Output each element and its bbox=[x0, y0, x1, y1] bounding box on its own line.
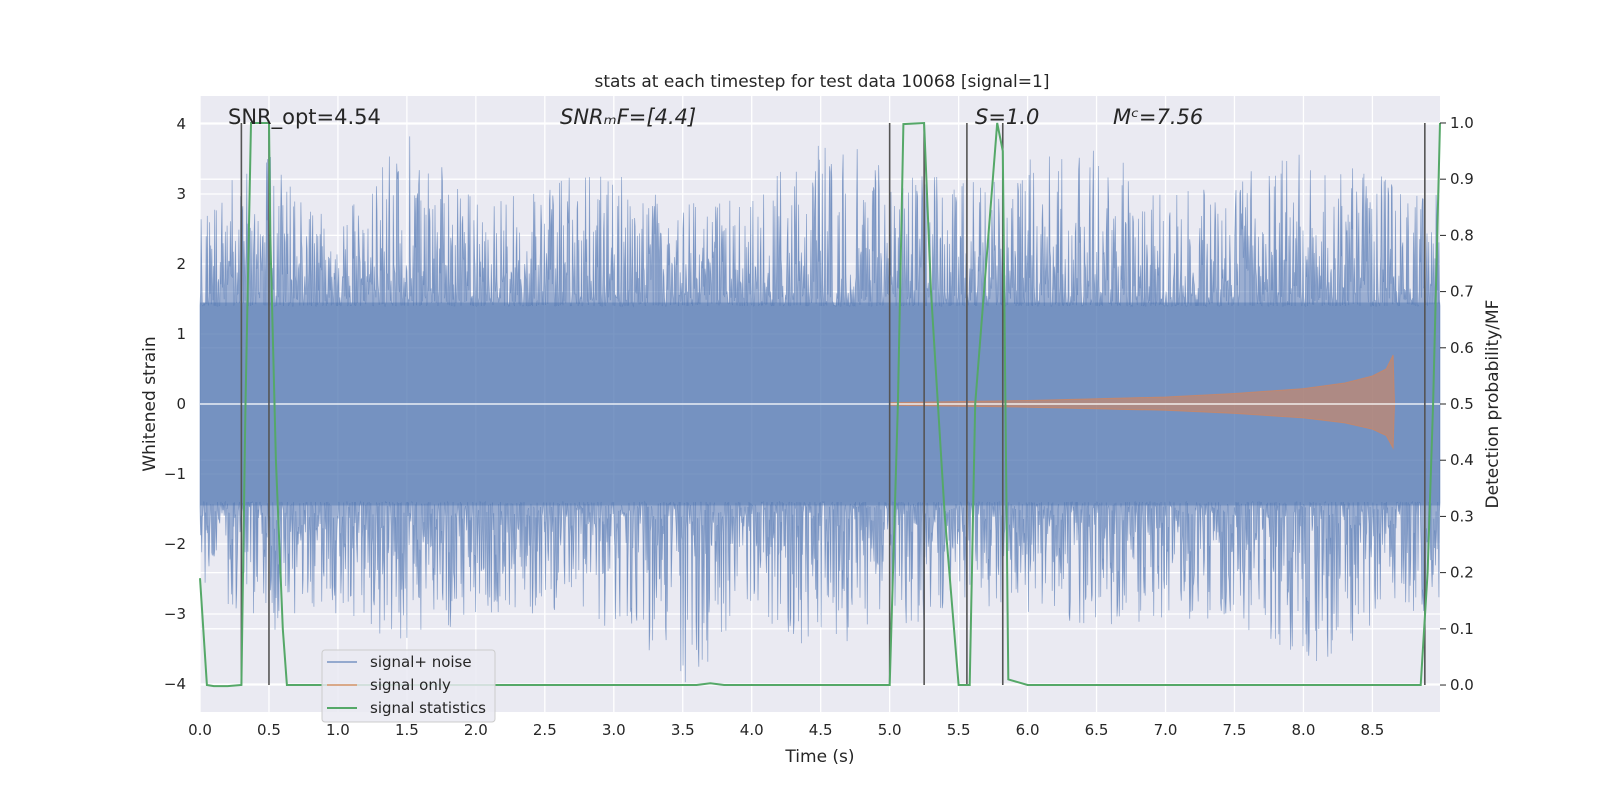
x-tick-label: 8.5 bbox=[1360, 721, 1384, 739]
y2-tick-label: 0.7 bbox=[1450, 283, 1474, 301]
x-tick-label: 7.0 bbox=[1154, 721, 1178, 739]
chart-title: stats at each timestep for test data 100… bbox=[595, 72, 1050, 92]
signal-statistics-line bbox=[199, 121, 1441, 688]
x-tick-label: 4.0 bbox=[740, 721, 764, 739]
x-tick-label: 6.5 bbox=[1085, 721, 1109, 739]
x-tick-label: 6.0 bbox=[1016, 721, 1040, 739]
x-tick-label: 7.5 bbox=[1223, 721, 1247, 739]
x-tick-label: 5.5 bbox=[947, 721, 971, 739]
x-axis-label: Time (s) bbox=[784, 747, 854, 767]
x-tick-label: 3.5 bbox=[671, 721, 695, 739]
y-tick-label: 1 bbox=[176, 325, 186, 343]
x-tick-label: 2.5 bbox=[533, 721, 557, 739]
y-tick-label: 2 bbox=[176, 255, 186, 273]
legend-label-signal-statistics: signal statistics bbox=[370, 699, 486, 717]
annotation-mc: Mᶜ=7.56 bbox=[1113, 105, 1203, 129]
annotation-snr-opt: SNR_opt=4.54 bbox=[228, 105, 381, 130]
legend-label-signal-noise: signal+ noise bbox=[370, 653, 472, 671]
y2-tick-label: 0.8 bbox=[1450, 226, 1474, 244]
y2-tick-label: 0.2 bbox=[1450, 564, 1474, 582]
y-tick-label: 4 bbox=[176, 115, 186, 133]
x-tick-label: 3.0 bbox=[602, 721, 626, 739]
y-tick-label: −2 bbox=[164, 535, 186, 553]
x-axis-ticks: 0.0 0.5 1.0 1.5 2.0 2.5 3.0 3.5 4.0 4.5 5.0 5.5 6.0 6… bbox=[188, 721, 1384, 739]
y-tick-label: −4 bbox=[164, 675, 186, 693]
y-tick-label: 3 bbox=[176, 185, 186, 203]
signal-plus-noise-band bbox=[199, 136, 1441, 683]
y2-tick-label: 0.3 bbox=[1450, 507, 1474, 525]
legend-label-signal-only: signal only bbox=[370, 676, 451, 694]
x-tick-label: 0.5 bbox=[257, 721, 281, 739]
y-axis-label: Whitened strain bbox=[140, 336, 160, 471]
signal-only-chirp bbox=[889, 354, 1396, 450]
legend: signal+ noise signal only signal statist… bbox=[321, 649, 496, 723]
x-tick-label: 5.0 bbox=[878, 721, 902, 739]
y-tick-label: −1 bbox=[164, 465, 186, 483]
x-tick-label: 2.0 bbox=[464, 721, 488, 739]
y-tick-label: −3 bbox=[164, 605, 186, 623]
x-tick-label: 0.0 bbox=[188, 721, 212, 739]
signal-only-series bbox=[200, 354, 1440, 450]
legend-box bbox=[321, 649, 496, 723]
y2-tick-label: 0.9 bbox=[1450, 170, 1474, 188]
y-axis-ticks: 4 3 2 1 0 −1 −2 −3 −4 bbox=[164, 115, 186, 693]
y2-tick-label: 1.0 bbox=[1450, 114, 1474, 132]
y2-axis-ticks: 1.0 0.9 0.8 0.7 0.6 0.5 0.4 0.3 0.2 0.1 0.0 bbox=[1440, 114, 1474, 694]
y2-tick-label: 0.4 bbox=[1450, 451, 1474, 469]
y2-tick-label: 0.1 bbox=[1450, 620, 1474, 638]
annotation-s: S=1.0 bbox=[975, 105, 1039, 129]
annotation-snr-mf: SNRₘF=[4.4] bbox=[560, 105, 696, 129]
y2-axis-label: Detection probability/MF bbox=[1483, 300, 1503, 509]
y-tick-label: 0 bbox=[176, 395, 186, 413]
y2-tick-label: 0.0 bbox=[1450, 676, 1474, 694]
x-tick-label: 1.5 bbox=[395, 721, 419, 739]
x-tick-label: 1.0 bbox=[326, 721, 350, 739]
y2-tick-label: 0.6 bbox=[1450, 339, 1474, 357]
x-tick-label: 4.5 bbox=[809, 721, 833, 739]
x-tick-label: 8.0 bbox=[1292, 721, 1316, 739]
signal-statistics-series bbox=[199, 121, 1441, 688]
y2-tick-label: 0.5 bbox=[1450, 395, 1474, 413]
